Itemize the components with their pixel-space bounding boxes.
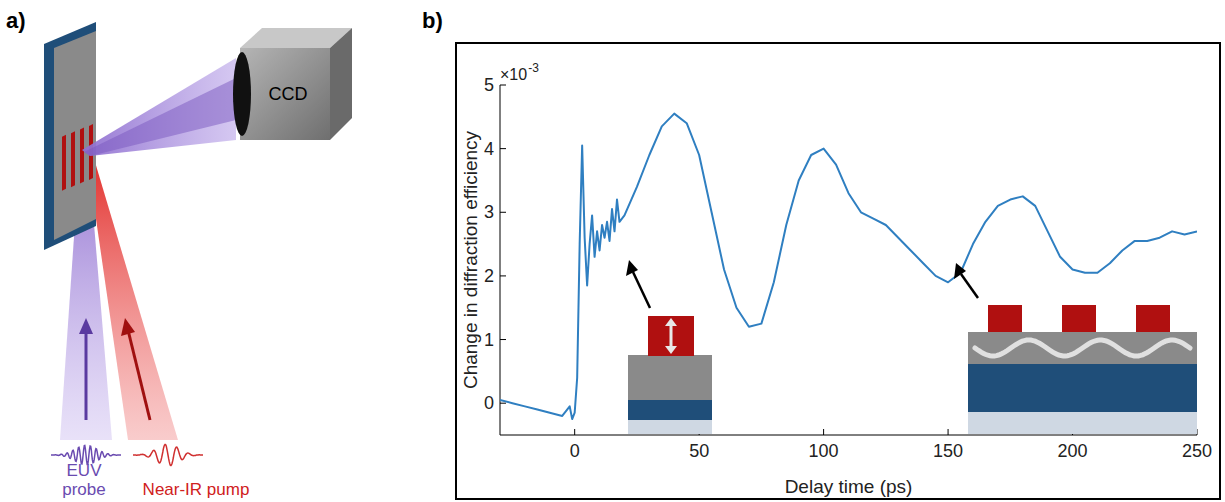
x-tick-label: 50: [689, 441, 709, 461]
inset-arrow: [670, 322, 673, 350]
grating-line: [80, 128, 84, 184]
data-line: [500, 114, 1197, 419]
diffracted-beam: [84, 78, 236, 156]
ccd-label: CCD: [269, 84, 308, 104]
inset-substrate: [628, 400, 712, 420]
inset-substrate-fade: [628, 420, 712, 434]
x-tick: [574, 429, 575, 435]
y-tick-label: 3: [484, 202, 494, 222]
pointer-arrow-head: [626, 260, 638, 276]
y-tick: [500, 212, 506, 213]
y-tick-label: 4: [484, 139, 494, 159]
y-tick-label: 2: [484, 266, 494, 286]
x-tick: [948, 429, 949, 435]
inset-film: [968, 332, 1197, 364]
x-tick-label: 150: [933, 441, 963, 461]
y-tick-label: 1: [484, 330, 494, 350]
x-axis-title: Delay time (ps): [785, 476, 913, 497]
probe-label: probe: [62, 480, 105, 499]
y-tick: [500, 85, 506, 86]
diffracted-beam: [82, 58, 236, 156]
x-tick-label: 100: [809, 441, 839, 461]
inset-substrate: [968, 364, 1197, 412]
y-tick-label: 0: [484, 393, 494, 413]
pointer-arrow: [633, 272, 650, 308]
inset-nanoline: [988, 305, 1022, 332]
grating-line: [62, 135, 66, 191]
axis-multiplier: ×10: [500, 66, 527, 83]
plot-area: [500, 114, 1197, 419]
probe-arrow-head: [79, 318, 93, 334]
axis-multiplier-exponent: -3: [528, 61, 539, 75]
setup-diagram: CCD EUVprobe Near-IR pump: [44, 22, 352, 499]
x-tick-label: 0: [570, 441, 580, 461]
inset-film: [628, 355, 712, 400]
y-tick: [500, 148, 506, 149]
panel-frame: [456, 43, 1220, 499]
inset-nanoline: [1062, 305, 1096, 332]
y-axis-title: Change in diffraction efficiency: [460, 130, 481, 389]
substrate: [44, 22, 96, 250]
axes: 0 50 100 150 200 250 0 1 2 3 4 5 Delay time (ps) Chan…: [460, 61, 1212, 497]
inset-saw: [975, 340, 1190, 356]
ccd-side: [330, 28, 352, 140]
inset-nanoline: [1136, 305, 1170, 332]
x-tick: [823, 429, 824, 435]
y-tick: [500, 275, 506, 276]
pointer-arrow-head: [954, 263, 966, 279]
y-axis: [500, 85, 501, 435]
x-axis: [500, 435, 1197, 436]
pointer-arrow: [961, 274, 978, 298]
panel-label: b): [422, 8, 443, 33]
inset-arrow-head: [665, 346, 677, 354]
y-tick: [500, 403, 506, 404]
inset-nanoline: [648, 316, 694, 356]
x-tick-label: 200: [1058, 441, 1088, 461]
probe-arrow: [85, 330, 88, 420]
grating-line: [71, 131, 75, 187]
inset-arrow-head: [665, 318, 677, 326]
film: [54, 31, 96, 240]
panel-label: a): [6, 8, 26, 33]
probe-label: EUV: [67, 461, 103, 480]
y-tick-label: 5: [484, 75, 494, 95]
y-tick: [500, 339, 506, 340]
pump-arrow-head: [121, 318, 135, 336]
figure: a)CCDEUVprobeNear-IR pumpb)0501001502002…: [0, 0, 1225, 502]
pump-label: Near-IR pump: [143, 480, 250, 499]
insets: [626, 260, 1197, 434]
pump-arrow: [128, 330, 150, 420]
inset-substrate-fade: [968, 412, 1197, 434]
ccd-front: [240, 48, 330, 140]
ccd-lens: [233, 52, 251, 136]
x-tick-label: 250: [1182, 441, 1212, 461]
wave-packet: [133, 444, 203, 465]
